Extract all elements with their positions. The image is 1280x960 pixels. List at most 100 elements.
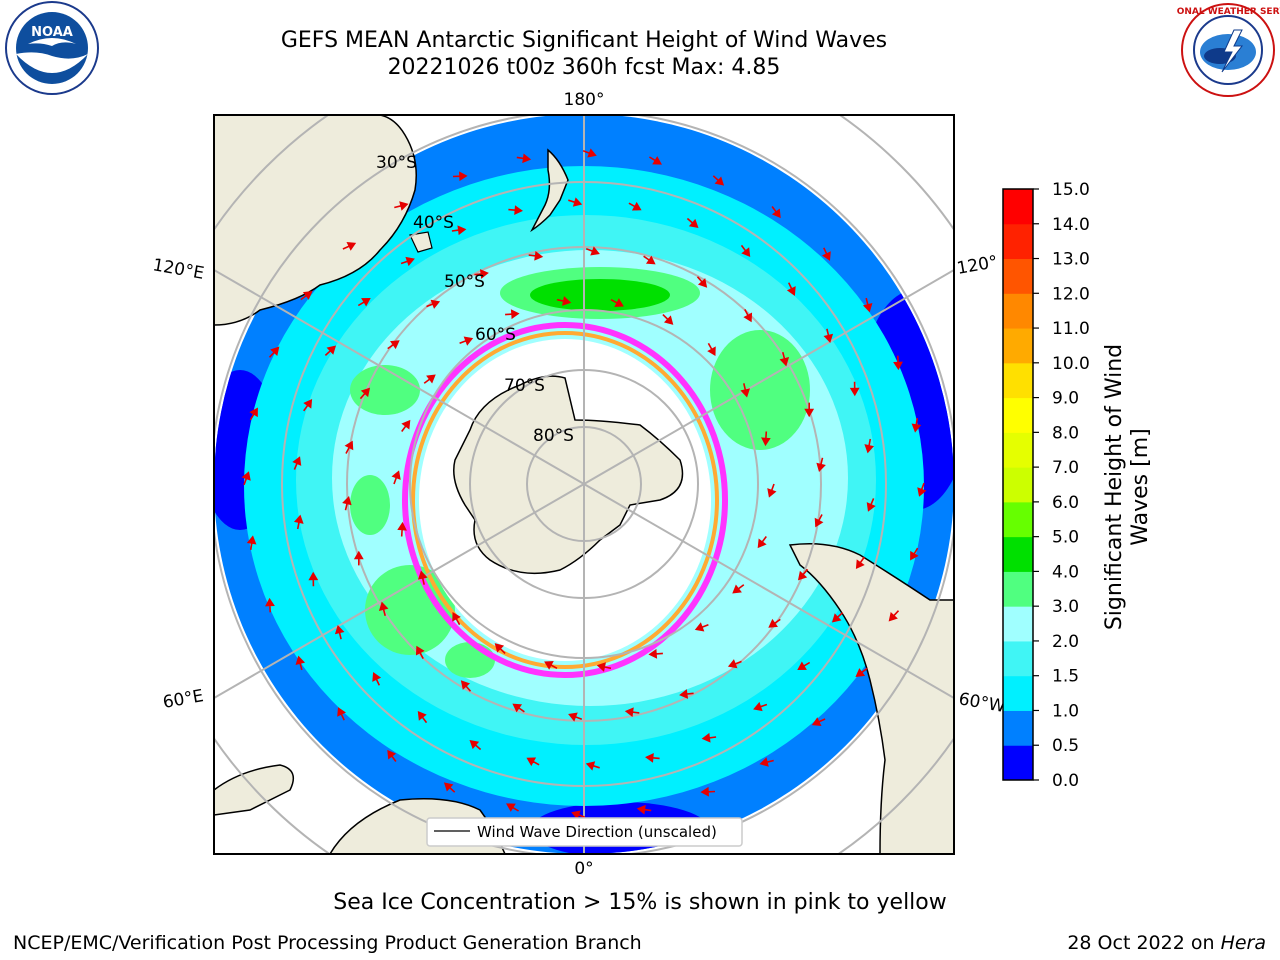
- colorbar-swatch: [1003, 362, 1033, 399]
- colorbar-tick-label: 14.0: [1052, 215, 1090, 235]
- wave-direction-arrow: [767, 483, 777, 498]
- wave-direction-arrow: [295, 655, 306, 671]
- wave-direction-arrow: [571, 810, 586, 820]
- wave-direction-arrow: [636, 804, 652, 815]
- map-subtitle: 20221026 t00z 360h fcst Max: 4.85: [387, 55, 781, 80]
- wave-direction-arrow: [459, 336, 474, 346]
- map-title: GEFS MEAN Antarctic Significant Height o…: [280, 28, 888, 53]
- wave-direction-arrow: [740, 383, 750, 398]
- wave-direction-arrow: [662, 314, 674, 325]
- wave-direction-arrow: [300, 290, 313, 301]
- wave-direction-arrow: [359, 387, 371, 400]
- wave-direction-arrow: [353, 550, 364, 566]
- wave-direction-arrow: [610, 298, 624, 307]
- colorbar-tick-label: 15.0: [1052, 180, 1090, 200]
- wave-direction-arrow: [494, 643, 506, 654]
- colorbar-swatch: [1003, 258, 1033, 294]
- wave-direction-arrow: [911, 417, 922, 433]
- lon-label-120w: 120°: [955, 252, 999, 279]
- colorbar-swatch: [1003, 606, 1033, 642]
- wave-direction-arrow: [686, 217, 699, 229]
- lat-label-40s: 40°S: [413, 213, 454, 233]
- colorbar-tick-label: 5.0: [1052, 528, 1079, 548]
- sea-ice-caption: Sea Ice Concentration > 15% is shown in …: [333, 890, 947, 915]
- colorbar-swatch: [1003, 571, 1033, 607]
- wave-direction-arrow: [241, 471, 251, 486]
- wave-direction-arrow: [506, 803, 520, 812]
- colorbar-swatch: [1003, 675, 1033, 711]
- wave-direction-arrow: [246, 535, 257, 551]
- wave-direction-arrow: [811, 717, 826, 727]
- colorbar-tick-label: 10.0: [1052, 354, 1090, 374]
- wave-direction-arrow: [814, 514, 824, 528]
- colorbar-swatch: [1003, 467, 1033, 503]
- wave-direction-arrow: [786, 282, 796, 296]
- wave-direction-arrow: [696, 276, 708, 288]
- wave-direction-arrow: [426, 299, 441, 309]
- wave-direction-arrow: [743, 309, 753, 323]
- colorbar-tick-label: 0.0: [1052, 771, 1079, 791]
- wave-direction-arrow: [303, 398, 313, 412]
- wave-direction-arrow: [452, 171, 468, 182]
- wave-direction-arrow: [293, 514, 304, 530]
- colorbar-tick-label: 1.0: [1052, 701, 1079, 721]
- colorbar-label: Significant Height of Wind Waves [m]: [1102, 343, 1153, 631]
- colorbar-swatch: [1003, 745, 1033, 781]
- footer-host: Hera: [1220, 932, 1266, 954]
- colorbar-swatch: [1003, 640, 1033, 677]
- wave-direction-arrow: [391, 470, 401, 485]
- lon-label-180: 180°: [564, 90, 605, 110]
- wave-direction-arrow: [508, 205, 523, 216]
- colorbar-swatch: [1003, 397, 1033, 433]
- wave-direction-arrow: [624, 707, 640, 717]
- wave-direction-arrow: [268, 346, 280, 358]
- colorbar-tick-label: 4.0: [1052, 562, 1079, 582]
- wave-direction-arrow: [768, 618, 781, 628]
- wave-direction-arrow: [732, 584, 745, 594]
- map-frame: [213, 114, 955, 855]
- noaa-logo-text: NOAA: [31, 25, 73, 40]
- wave-direction-arrow: [400, 256, 415, 267]
- wind-wave-arrows: [241, 148, 927, 820]
- wave-direction-arrow: [418, 570, 428, 585]
- wave-direction-arrow: [505, 309, 520, 320]
- wave-direction-arrow: [474, 269, 489, 279]
- wave-direction-arrow: [628, 201, 642, 211]
- colorbar-tick-label: 1.5: [1052, 667, 1079, 687]
- wave-direction-arrow: [831, 612, 844, 623]
- lat-label-50s: 50°S: [444, 272, 485, 292]
- wave-direction-arrow: [568, 197, 583, 207]
- wave-direction-arrow: [855, 667, 868, 678]
- wave-direction-arrow: [893, 355, 903, 371]
- wave-direction-arrow: [265, 597, 275, 613]
- colorbar-tick-label: 3.0: [1052, 597, 1079, 617]
- colorbar-tick-label: 7.0: [1052, 458, 1079, 478]
- footer-left: NCEP/EMC/Verification Post Processing Pr…: [13, 932, 642, 954]
- lon-label-60w: 60°W: [957, 689, 1007, 717]
- wave-direction-arrow: [761, 431, 771, 447]
- wave-direction-arrow: [822, 247, 831, 261]
- lat-label-30s: 30°S: [376, 153, 417, 173]
- wave-direction-arrow: [451, 225, 467, 236]
- wave-direction-arrow: [469, 739, 482, 751]
- wave-direction-arrow: [585, 246, 600, 256]
- lat-label-60s: 60°S: [475, 325, 516, 345]
- colorbar-tick-label: 9.0: [1052, 389, 1079, 409]
- colorbar: 0.0 0.5 1.0 1.5 2.0 3.0 4.0 5.0 6.0 7.0 8.0 9.0 10.0…: [1002, 180, 1090, 791]
- new-zealand: [530, 148, 569, 233]
- wave-direction-arrow: [712, 175, 725, 186]
- south-america: [788, 543, 954, 854]
- wave-direction-arrow: [596, 662, 612, 672]
- colorbar-tick-label: 12.0: [1052, 284, 1090, 304]
- lon-label-0: 0°: [574, 859, 593, 879]
- colorbar-tick-label: 8.0: [1052, 423, 1079, 443]
- wave-direction-arrow: [864, 438, 875, 454]
- wave-direction-arrow: [585, 761, 600, 771]
- wave-direction-arrow: [512, 703, 525, 713]
- lon-label-120e: 120°E: [151, 255, 205, 284]
- wave-direction-arrow: [452, 612, 461, 626]
- wave-direction-arrow: [888, 610, 900, 622]
- wave-direction-arrow: [337, 707, 346, 721]
- colorbar-swatch: [1003, 189, 1033, 225]
- wave-direction-arrow: [357, 297, 371, 307]
